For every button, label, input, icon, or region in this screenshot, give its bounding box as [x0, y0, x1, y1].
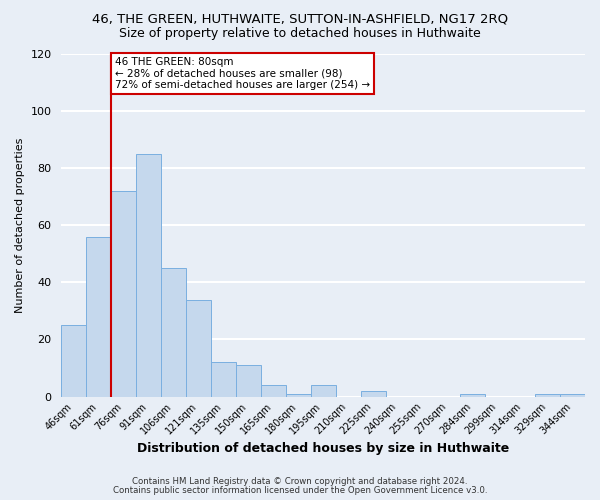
- Bar: [535, 394, 560, 396]
- Bar: [311, 385, 335, 396]
- Y-axis label: Number of detached properties: Number of detached properties: [15, 138, 25, 313]
- Text: 46 THE GREEN: 80sqm
← 28% of detached houses are smaller (98)
72% of semi-detach: 46 THE GREEN: 80sqm ← 28% of detached ho…: [115, 57, 370, 90]
- Text: Size of property relative to detached houses in Huthwaite: Size of property relative to detached ho…: [119, 28, 481, 40]
- Text: 46, THE GREEN, HUTHWAITE, SUTTON-IN-ASHFIELD, NG17 2RQ: 46, THE GREEN, HUTHWAITE, SUTTON-IN-ASHF…: [92, 12, 508, 26]
- Bar: [236, 365, 261, 396]
- Bar: [361, 391, 386, 396]
- Bar: [560, 394, 585, 396]
- Bar: [460, 394, 485, 396]
- Bar: [61, 325, 86, 396]
- Bar: [136, 154, 161, 396]
- Bar: [211, 362, 236, 396]
- Bar: [186, 300, 211, 396]
- X-axis label: Distribution of detached houses by size in Huthwaite: Distribution of detached houses by size …: [137, 442, 509, 455]
- Bar: [111, 191, 136, 396]
- Bar: [286, 394, 311, 396]
- Bar: [261, 385, 286, 396]
- Bar: [161, 268, 186, 396]
- Text: Contains HM Land Registry data © Crown copyright and database right 2024.: Contains HM Land Registry data © Crown c…: [132, 477, 468, 486]
- Text: Contains public sector information licensed under the Open Government Licence v3: Contains public sector information licen…: [113, 486, 487, 495]
- Bar: [86, 236, 111, 396]
